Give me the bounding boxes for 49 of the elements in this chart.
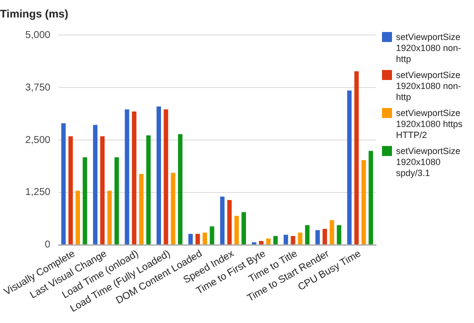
bar: [298, 232, 302, 244]
bar: [68, 136, 73, 244]
bar: [305, 225, 310, 244]
bar: [220, 196, 225, 244]
bar: [290, 236, 296, 244]
bar: [82, 157, 88, 244]
bar: [114, 157, 119, 244]
bar: [368, 150, 374, 244]
bar: [76, 190, 80, 244]
bar: [336, 225, 342, 244]
bar: [124, 109, 130, 244]
bar: [164, 109, 168, 244]
bar: [227, 200, 232, 244]
bar: [100, 136, 105, 244]
y-tick-label: 5,000: [25, 30, 51, 41]
bar: [139, 174, 144, 244]
bar: [315, 230, 320, 244]
bar: [156, 106, 162, 244]
bar: [132, 112, 136, 244]
chart-title: Timings (ms): [0, 8, 69, 21]
legend-label: setViewportSize 1920x1080 spdy/3.1: [396, 146, 462, 179]
bar: [178, 134, 182, 244]
bar: [322, 228, 327, 244]
bar: [210, 226, 214, 244]
bar: [347, 90, 352, 244]
bar: [330, 220, 334, 244]
legend-label: setViewportSize 1920x1080 https HTTP/2: [396, 108, 464, 141]
y-tick-label: 2,500: [25, 134, 51, 146]
bar: [266, 238, 271, 244]
bar: [242, 212, 246, 244]
bar: [93, 124, 98, 244]
y-tick-label: 1,250: [25, 187, 51, 198]
bar: [188, 234, 193, 244]
bar: [234, 216, 239, 244]
legend-label: setViewportSize 1920x1080 non-http: [396, 32, 462, 65]
bar: [273, 236, 278, 244]
bar: [107, 190, 112, 244]
bar: [259, 241, 264, 244]
bar: [354, 71, 359, 244]
y-tick-label: 0: [44, 240, 51, 251]
bar: [284, 234, 288, 244]
y-tick-label: 3,750: [25, 82, 51, 94]
bar: [146, 135, 151, 244]
bar: [170, 172, 176, 244]
legend-label: setViewportSize 1920x1080 non-http: [396, 70, 462, 103]
bar: [202, 232, 208, 244]
bar: [361, 160, 366, 244]
bar: [195, 234, 200, 244]
bar: [61, 123, 66, 244]
